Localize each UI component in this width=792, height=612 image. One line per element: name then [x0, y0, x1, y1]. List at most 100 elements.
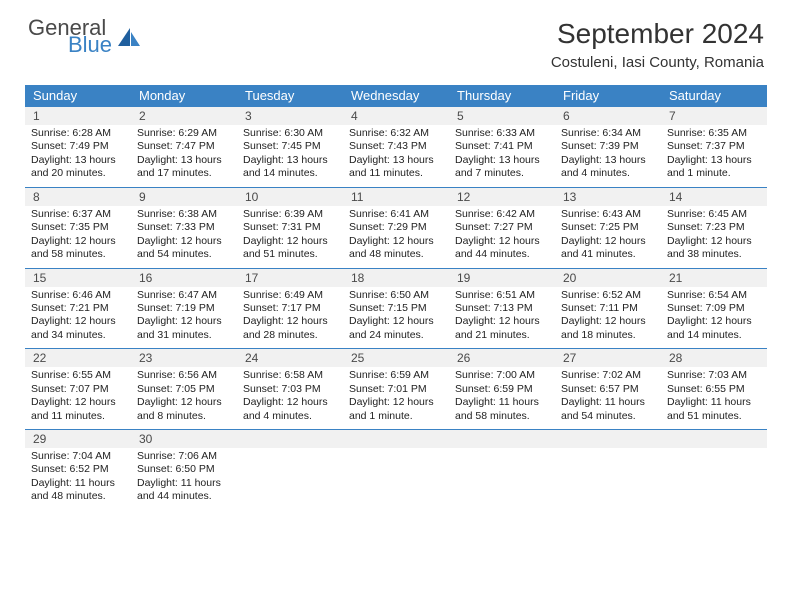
day-cell: Sunrise: 6:35 AMSunset: 7:37 PMDaylight:…	[661, 125, 767, 187]
sunset-line: Sunset: 7:41 PM	[455, 140, 549, 153]
week-daynum-row: 15161718192021	[25, 268, 767, 287]
sunrise-line: Sunrise: 7:03 AM	[667, 369, 761, 382]
sunrise-line: Sunrise: 6:49 AM	[243, 289, 337, 302]
day-cell: Sunrise: 6:28 AMSunset: 7:49 PMDaylight:…	[25, 125, 131, 187]
daylight-line: Daylight: 11 hours and 54 minutes.	[561, 396, 655, 423]
day-cell: Sunrise: 7:06 AMSunset: 6:50 PMDaylight:…	[131, 448, 237, 510]
sunset-line: Sunset: 7:23 PM	[667, 221, 761, 234]
logo: General Blue	[28, 18, 142, 56]
month-title: September 2024	[551, 18, 764, 50]
day-cell: Sunrise: 7:03 AMSunset: 6:55 PMDaylight:…	[661, 367, 767, 429]
daylight-line: Daylight: 12 hours and 38 minutes.	[667, 235, 761, 262]
sunrise-line: Sunrise: 6:56 AM	[137, 369, 231, 382]
daylight-line: Daylight: 12 hours and 31 minutes.	[137, 315, 231, 342]
daylight-line: Daylight: 13 hours and 11 minutes.	[349, 154, 443, 181]
week-body-row: Sunrise: 6:55 AMSunset: 7:07 PMDaylight:…	[25, 367, 767, 429]
day-number: 15	[25, 269, 131, 287]
daylight-line: Daylight: 11 hours and 58 minutes.	[455, 396, 549, 423]
dayname-header: Thursday	[449, 85, 555, 106]
daylight-line: Daylight: 13 hours and 17 minutes.	[137, 154, 231, 181]
day-number: 23	[131, 349, 237, 367]
day-cell: Sunrise: 7:00 AMSunset: 6:59 PMDaylight:…	[449, 367, 555, 429]
daylight-line: Daylight: 13 hours and 4 minutes.	[561, 154, 655, 181]
dayname-header: Monday	[131, 85, 237, 106]
day-cell: Sunrise: 6:45 AMSunset: 7:23 PMDaylight:…	[661, 206, 767, 268]
day-cell: Sunrise: 6:43 AMSunset: 7:25 PMDaylight:…	[555, 206, 661, 268]
daylight-line: Daylight: 13 hours and 20 minutes.	[31, 154, 125, 181]
day-cell: Sunrise: 6:49 AMSunset: 7:17 PMDaylight:…	[237, 287, 343, 349]
day-number	[343, 430, 449, 448]
sunset-line: Sunset: 6:52 PM	[31, 463, 125, 476]
week-body-row: Sunrise: 6:37 AMSunset: 7:35 PMDaylight:…	[25, 206, 767, 268]
daylight-line: Daylight: 12 hours and 14 minutes.	[667, 315, 761, 342]
week-daynum-row: 2930	[25, 429, 767, 448]
day-cell	[449, 448, 555, 510]
day-cell: Sunrise: 6:46 AMSunset: 7:21 PMDaylight:…	[25, 287, 131, 349]
sunrise-line: Sunrise: 6:52 AM	[561, 289, 655, 302]
sunrise-line: Sunrise: 7:00 AM	[455, 369, 549, 382]
daylight-line: Daylight: 12 hours and 8 minutes.	[137, 396, 231, 423]
day-number: 21	[661, 269, 767, 287]
day-cell: Sunrise: 6:52 AMSunset: 7:11 PMDaylight:…	[555, 287, 661, 349]
day-cell	[237, 448, 343, 510]
sunrise-line: Sunrise: 6:28 AM	[31, 127, 125, 140]
daylight-line: Daylight: 13 hours and 1 minute.	[667, 154, 761, 181]
day-cell: Sunrise: 6:30 AMSunset: 7:45 PMDaylight:…	[237, 125, 343, 187]
day-cell: Sunrise: 6:56 AMSunset: 7:05 PMDaylight:…	[131, 367, 237, 429]
daylight-line: Daylight: 11 hours and 44 minutes.	[137, 477, 231, 504]
sunset-line: Sunset: 7:37 PM	[667, 140, 761, 153]
sunrise-line: Sunrise: 6:58 AM	[243, 369, 337, 382]
sunset-line: Sunset: 6:57 PM	[561, 383, 655, 396]
calendar-header-row: SundayMondayTuesdayWednesdayThursdayFrid…	[25, 85, 767, 106]
title-block: September 2024 Costuleni, Iasi County, R…	[551, 18, 764, 71]
day-cell: Sunrise: 6:33 AMSunset: 7:41 PMDaylight:…	[449, 125, 555, 187]
sunrise-line: Sunrise: 6:43 AM	[561, 208, 655, 221]
day-number	[449, 430, 555, 448]
daylight-line: Daylight: 12 hours and 11 minutes.	[31, 396, 125, 423]
sunset-line: Sunset: 7:47 PM	[137, 140, 231, 153]
sunset-line: Sunset: 7:33 PM	[137, 221, 231, 234]
sunset-line: Sunset: 7:49 PM	[31, 140, 125, 153]
sunrise-line: Sunrise: 6:55 AM	[31, 369, 125, 382]
sunrise-line: Sunrise: 6:54 AM	[667, 289, 761, 302]
sunrise-line: Sunrise: 6:47 AM	[137, 289, 231, 302]
sunrise-line: Sunrise: 6:39 AM	[243, 208, 337, 221]
sunset-line: Sunset: 7:09 PM	[667, 302, 761, 315]
day-cell: Sunrise: 6:41 AMSunset: 7:29 PMDaylight:…	[343, 206, 449, 268]
sunset-line: Sunset: 7:29 PM	[349, 221, 443, 234]
dayname-header: Friday	[555, 85, 661, 106]
day-number: 13	[555, 188, 661, 206]
day-number: 18	[343, 269, 449, 287]
daylight-line: Daylight: 11 hours and 48 minutes.	[31, 477, 125, 504]
header: General Blue September 2024 Costuleni, I…	[0, 0, 792, 77]
day-number	[237, 430, 343, 448]
day-number: 9	[131, 188, 237, 206]
sunrise-line: Sunrise: 6:46 AM	[31, 289, 125, 302]
sunrise-line: Sunrise: 6:30 AM	[243, 127, 337, 140]
day-cell: Sunrise: 7:04 AMSunset: 6:52 PMDaylight:…	[25, 448, 131, 510]
sunrise-line: Sunrise: 7:04 AM	[31, 450, 125, 463]
day-cell: Sunrise: 6:59 AMSunset: 7:01 PMDaylight:…	[343, 367, 449, 429]
sunset-line: Sunset: 6:59 PM	[455, 383, 549, 396]
day-number: 14	[661, 188, 767, 206]
day-number	[661, 430, 767, 448]
day-number: 19	[449, 269, 555, 287]
week-daynum-row: 1234567	[25, 106, 767, 125]
daylight-line: Daylight: 12 hours and 4 minutes.	[243, 396, 337, 423]
sunset-line: Sunset: 6:50 PM	[137, 463, 231, 476]
day-number: 6	[555, 107, 661, 125]
daylight-line: Daylight: 12 hours and 21 minutes.	[455, 315, 549, 342]
sunrise-line: Sunrise: 6:29 AM	[137, 127, 231, 140]
day-number: 27	[555, 349, 661, 367]
dayname-header: Saturday	[661, 85, 767, 106]
day-number: 2	[131, 107, 237, 125]
sunrise-line: Sunrise: 6:51 AM	[455, 289, 549, 302]
sunrise-line: Sunrise: 6:33 AM	[455, 127, 549, 140]
sunset-line: Sunset: 7:39 PM	[561, 140, 655, 153]
day-cell: Sunrise: 6:51 AMSunset: 7:13 PMDaylight:…	[449, 287, 555, 349]
sunset-line: Sunset: 7:25 PM	[561, 221, 655, 234]
sunset-line: Sunset: 6:55 PM	[667, 383, 761, 396]
daylight-line: Daylight: 12 hours and 41 minutes.	[561, 235, 655, 262]
logo-sail-icon	[116, 26, 142, 50]
day-number: 5	[449, 107, 555, 125]
